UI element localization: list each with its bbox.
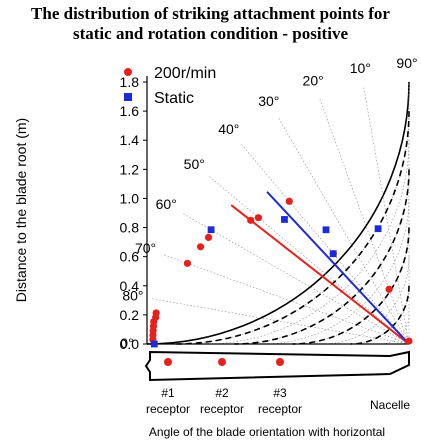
trend-lines [230, 191, 410, 345]
grid-spoke [150, 298, 410, 345]
angle-tick-label: 40° [218, 121, 239, 137]
radial-tick-label: 1.6 [120, 103, 140, 119]
trend-line [230, 204, 410, 345]
legend-marker [124, 68, 132, 76]
blade-diagram: #1 receptor #2 receptor #3 receptor Nacelle [144, 350, 410, 416]
angle-tick-label: 20° [303, 73, 324, 89]
grid-spoke [319, 97, 410, 345]
data-point-200rmin [247, 216, 255, 224]
blade-outline [144, 350, 410, 382]
receptor-label-number: #1 [161, 386, 175, 400]
radial-tick-label: 0.6 [120, 249, 140, 265]
radial-tick-label: 1.2 [120, 161, 140, 177]
data-point-200rmin [183, 259, 192, 267]
chart-title-line1: The distribution of striking attachment … [31, 4, 390, 23]
legend-label: Static [154, 90, 194, 107]
data-point-200rmin [285, 197, 293, 205]
legend-label: 200r/min [154, 65, 216, 82]
radial-axis: 0.0 0.2 0.4 0.6 0.8 1.0 1.2 1.4 1.6 1.8 [120, 74, 147, 352]
radial-tick-label: 1.4 [120, 132, 140, 148]
receptor-label-text: receptor [258, 402, 302, 416]
grid-ring [263, 198, 410, 345]
grid-ring [205, 140, 410, 345]
receptor-label-number: #2 [215, 386, 229, 400]
angle-tick-label: 50° [184, 156, 205, 172]
data-point-static [374, 225, 382, 233]
radial-tick-label: 0.2 [120, 307, 140, 323]
radial-tick-label: 0.0 [120, 336, 140, 352]
angle-tick-label: 0° [120, 335, 133, 351]
data-point-200rmin [204, 233, 213, 241]
grid-ring [146, 81, 410, 345]
receptor-ring [234, 169, 410, 345]
grid-ring [321, 256, 410, 345]
legend-marker [124, 93, 132, 101]
legend: 200r/min Static [124, 65, 216, 107]
receptor-label-text: receptor [146, 402, 190, 416]
angle-tick-label: 70° [135, 240, 156, 256]
polar-grid [146, 76, 410, 345]
data-point-static [281, 216, 288, 223]
data-points [149, 197, 413, 348]
x-axis-label: Angle of the blade orientation with hori… [149, 425, 385, 439]
chart-title: The distribution of striking attachment … [0, 4, 421, 44]
data-point-200rmin [196, 243, 205, 251]
receptor-label-text: receptor [200, 402, 244, 416]
angle-tick-label: 10° [350, 60, 371, 76]
angle-tick-label: 60° [156, 196, 177, 212]
grid-spoke [363, 85, 410, 345]
receptor-dot [164, 358, 172, 366]
grid-spoke [277, 116, 410, 345]
receptor-dot [218, 358, 226, 366]
radial-tick-label: 1.8 [120, 74, 140, 90]
grid-spoke [208, 175, 410, 345]
y-axis-label: Distance to the blade root (m) [13, 118, 29, 302]
nacelle-label: Nacelle [370, 398, 410, 412]
data-point-static [329, 250, 337, 258]
chart-title-line2: static and rotation condition - positive [72, 24, 348, 43]
radial-tick-label: 1.0 [120, 190, 140, 206]
receptor-dot [276, 358, 284, 366]
angle-tick-label: 80° [122, 287, 143, 303]
angle-tick-label: 30° [258, 93, 279, 109]
grid-spoke [162, 254, 410, 345]
angle-axis: 0° 10° 20° 30° 40° 50° 60° 70° 80° 90° [120, 55, 417, 351]
grid-spoke [240, 143, 410, 345]
data-point-static [207, 226, 215, 234]
data-point-static [150, 340, 158, 348]
trend-line [266, 191, 410, 345]
grid-spoke [181, 212, 410, 345]
data-point-static [322, 226, 330, 234]
data-point-200rmin [385, 285, 393, 293]
angle-tick-label: 90° [396, 55, 417, 71]
radial-tick-label: 0.4 [120, 278, 140, 294]
receptor-ring [292, 227, 410, 345]
grid-ring [379, 314, 410, 345]
receptor-ring [176, 111, 410, 345]
receptor-label-number: #3 [273, 386, 287, 400]
radial-tick-label: 0.8 [120, 220, 140, 236]
data-point-200rmin [254, 214, 263, 222]
data-point-200rmin [405, 337, 413, 345]
